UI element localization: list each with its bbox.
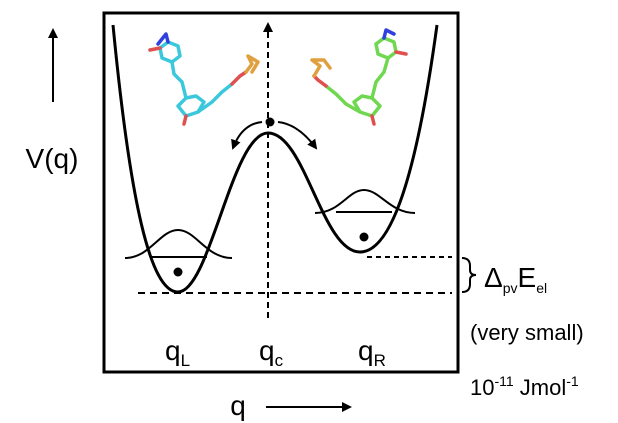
x-label: q: [230, 390, 246, 421]
right-molecule: [312, 30, 406, 124]
text-part: pv: [503, 280, 518, 296]
text-part: E: [518, 262, 537, 293]
right-arrow: [278, 122, 316, 148]
left-wavefunction: [125, 230, 232, 258]
left-arrow: [233, 122, 262, 148]
text-part: R: [374, 351, 386, 370]
barrier-particle: [266, 118, 275, 127]
right-particle: [360, 233, 369, 242]
left-label: qL: [165, 335, 190, 370]
left-particle: [174, 268, 183, 277]
y-label: V(q): [26, 143, 79, 174]
text-part: q: [358, 335, 374, 366]
text-part: -11: [494, 373, 513, 389]
center-label: qc: [259, 335, 284, 370]
right-label: qR: [358, 335, 386, 370]
text-part: -1: [566, 373, 579, 389]
potential-curve: [113, 25, 437, 292]
text-part: 10: [470, 375, 494, 400]
text-part: el: [536, 280, 547, 296]
text-part: q: [165, 335, 181, 366]
text-part: L: [181, 351, 190, 370]
left-molecule: [150, 34, 258, 124]
text-part: Δ: [484, 262, 503, 293]
diagram: V(q) q qL qc qR ΔpvEel (very small) 10-1…: [0, 0, 618, 423]
energy-label: ΔpvEel: [484, 262, 547, 296]
text-part: Jmol: [514, 375, 567, 400]
energy-note: (very small): [470, 320, 584, 345]
text-part: c: [275, 351, 284, 370]
energy-magnitude: 10-11 Jmol-1: [470, 373, 579, 400]
brace: [462, 258, 476, 292]
page: V(q) q qL qc qR ΔpvEel (very small) 10-1…: [0, 0, 618, 423]
text-part: q: [259, 335, 275, 366]
